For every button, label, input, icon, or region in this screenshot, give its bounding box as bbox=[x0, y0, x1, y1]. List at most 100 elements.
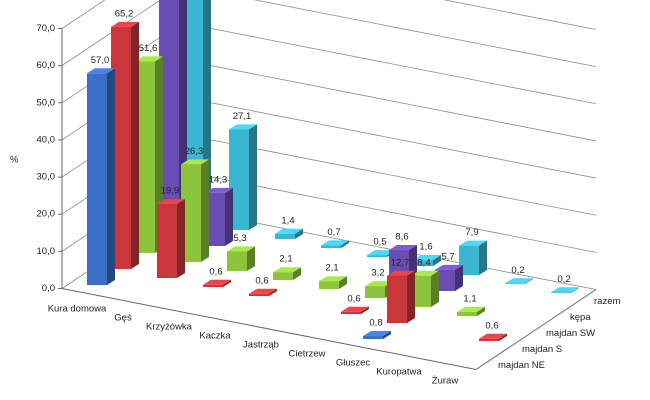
bar-top bbox=[87, 68, 115, 74]
y-tick-label: 30,0 bbox=[37, 172, 56, 183]
bar-front bbox=[505, 283, 525, 284]
y-tick-label: 70,0 bbox=[37, 23, 56, 34]
grid-line bbox=[61, 0, 597, 68]
bar bbox=[341, 306, 369, 314]
x-tick-label: Gęś bbox=[114, 313, 132, 324]
y-tick-label: 20,0 bbox=[37, 209, 56, 220]
bar bbox=[319, 276, 347, 289]
bar-side bbox=[223, 279, 231, 287]
bar-top bbox=[227, 246, 255, 252]
value-label: 2,1 bbox=[325, 263, 338, 274]
bar-top bbox=[411, 270, 439, 276]
value-label: 26,3 bbox=[185, 146, 204, 157]
bar-front bbox=[159, 0, 179, 238]
bar-top bbox=[111, 21, 139, 27]
bar-front bbox=[551, 292, 571, 293]
grid-line bbox=[61, 0, 597, 30]
bar-front bbox=[459, 245, 479, 275]
bar-top bbox=[435, 264, 463, 270]
bar bbox=[505, 278, 533, 284]
value-label: 8,4 bbox=[417, 257, 430, 268]
bar-front bbox=[229, 129, 249, 230]
bar-side bbox=[571, 287, 579, 293]
series-label: majdan SW bbox=[546, 328, 595, 339]
bar-top bbox=[275, 228, 303, 234]
bar bbox=[157, 199, 185, 278]
value-label: 2,1 bbox=[279, 254, 292, 265]
y-axis-label: % bbox=[10, 155, 19, 166]
x-tick-label: Głuszec bbox=[336, 358, 371, 369]
bar-top bbox=[551, 287, 579, 293]
bar-side bbox=[225, 187, 233, 246]
bar-top bbox=[205, 187, 233, 193]
value-label: 1,1 bbox=[463, 293, 476, 304]
bar-side bbox=[383, 331, 391, 339]
bar-side bbox=[407, 270, 415, 323]
value-label: 57,0 bbox=[91, 55, 110, 66]
x-tick-label: Kaczka bbox=[199, 331, 231, 342]
value-label: 5,7 bbox=[441, 251, 454, 262]
value-label: 1,4 bbox=[281, 215, 294, 226]
bar-top bbox=[413, 255, 441, 261]
bar bbox=[321, 240, 349, 248]
bar-top bbox=[203, 279, 231, 285]
bar bbox=[479, 333, 507, 341]
bar-top bbox=[249, 288, 277, 294]
bar-front bbox=[273, 272, 293, 280]
x-axis bbox=[61, 288, 477, 370]
bar-top bbox=[367, 250, 395, 256]
bar-side bbox=[455, 264, 463, 291]
bar bbox=[87, 68, 115, 286]
bar-side bbox=[431, 270, 439, 307]
bar-top bbox=[157, 199, 185, 205]
x-tick-label: Jastrząb bbox=[243, 340, 279, 351]
bar-side bbox=[201, 159, 209, 262]
value-label: 3,2 bbox=[371, 268, 384, 279]
value-label: 0,2 bbox=[511, 265, 524, 276]
bar-front bbox=[205, 192, 225, 246]
bar-top bbox=[459, 240, 487, 246]
value-label: 0,6 bbox=[485, 320, 498, 331]
value-label: 12,7 bbox=[391, 257, 410, 268]
bar-side bbox=[269, 288, 277, 296]
series-label: razem bbox=[594, 296, 620, 307]
bar-side bbox=[177, 199, 185, 278]
bar-top bbox=[365, 281, 393, 287]
bar bbox=[203, 279, 231, 287]
bar-top bbox=[363, 331, 391, 337]
value-label: 0,2 bbox=[557, 274, 570, 285]
bar bbox=[459, 240, 487, 275]
bar-top bbox=[181, 159, 209, 165]
x-tick-label: Żuraw bbox=[432, 376, 459, 387]
bar-front bbox=[387, 275, 407, 323]
value-label: 14,3 bbox=[209, 174, 228, 185]
bar bbox=[551, 287, 579, 293]
bar-front bbox=[365, 286, 385, 298]
value-label: 1,6 bbox=[419, 242, 432, 253]
value-label: 0,6 bbox=[209, 266, 222, 277]
value-label: 51,6 bbox=[139, 43, 158, 54]
bar-top bbox=[341, 306, 369, 312]
bar-top bbox=[273, 267, 301, 273]
value-label: 7,9 bbox=[465, 227, 478, 238]
value-label: 8,6 bbox=[395, 232, 408, 243]
bar-front bbox=[367, 255, 387, 257]
bar-side bbox=[293, 267, 301, 280]
bar-front bbox=[181, 164, 201, 262]
series-label: majdan S bbox=[522, 344, 562, 355]
value-label: 0,8 bbox=[369, 318, 382, 329]
x-tick-label: Kura domowa bbox=[48, 304, 107, 315]
bar-front bbox=[203, 284, 223, 287]
y-tick-label: 60,0 bbox=[37, 60, 56, 71]
bar-top bbox=[389, 245, 417, 251]
bar-side bbox=[107, 68, 115, 286]
bar-front bbox=[457, 311, 477, 316]
bar-front bbox=[411, 275, 431, 307]
bar-top bbox=[457, 306, 485, 312]
bar bbox=[457, 306, 485, 316]
bar-side bbox=[499, 333, 507, 341]
value-label: 0,6 bbox=[255, 275, 268, 286]
bar bbox=[275, 228, 303, 239]
bar-side bbox=[131, 21, 139, 270]
